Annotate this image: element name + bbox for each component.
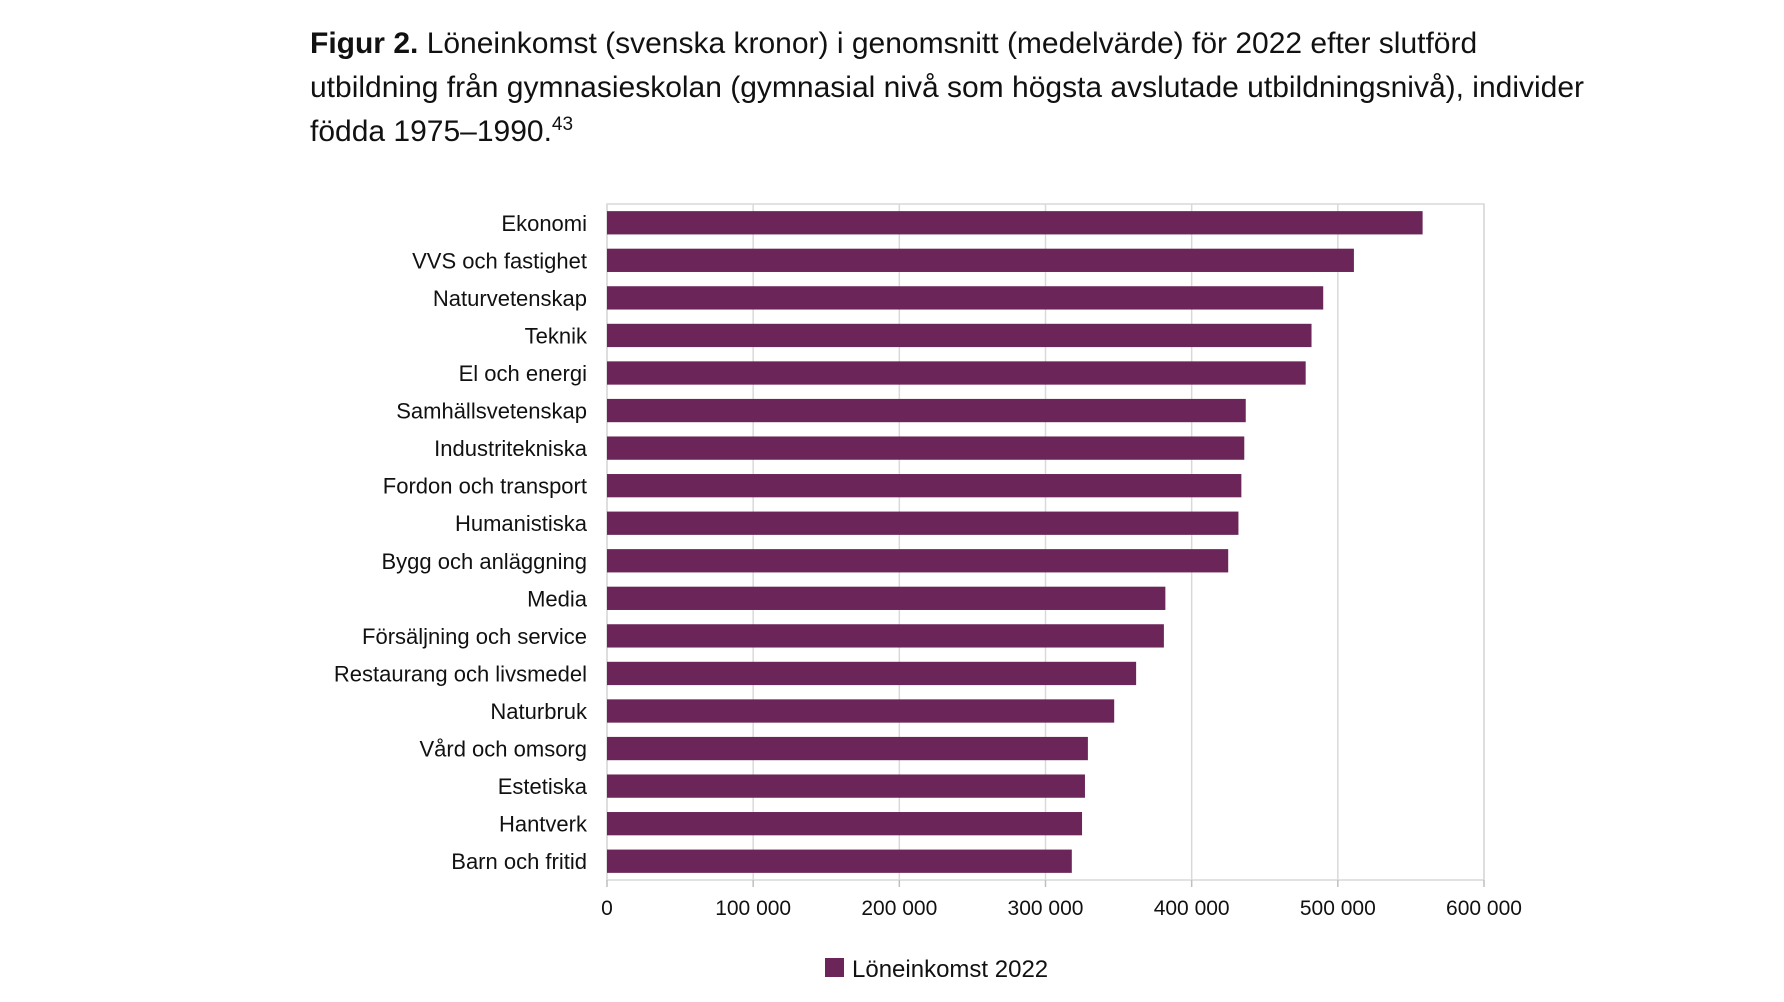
x-tick-label: 500 000	[1300, 897, 1376, 920]
figure-caption-text: Löneinkomst (svenska kronor) i genomsnit…	[310, 27, 1585, 148]
bar	[607, 849, 1072, 873]
bar	[607, 699, 1115, 723]
legend-label: Löneinkomst 2022	[852, 956, 1048, 983]
category-label: Estetiska	[498, 774, 588, 799]
category-label: Hantverk	[499, 812, 588, 837]
figure-caption: Figur 2. Löneinkomst (svenska kronor) i …	[310, 22, 1590, 154]
bar	[607, 812, 1083, 836]
category-label: Vård och omsorg	[419, 737, 587, 762]
footnote-reference: 43	[551, 114, 574, 135]
bar	[607, 586, 1166, 610]
x-tick-label: 400 000	[1154, 897, 1230, 920]
bar	[607, 211, 1423, 235]
x-tick-label: 100 000	[715, 897, 791, 920]
category-label: Naturvetenskap	[433, 286, 587, 311]
x-tick-label: 300 000	[1008, 897, 1084, 920]
category-label: VVS och fastighet	[412, 248, 587, 273]
category-label: Industritekniska	[434, 436, 588, 461]
category-label: Teknik	[525, 323, 588, 348]
bar	[607, 774, 1085, 798]
category-label: Bygg och anläggning	[382, 549, 588, 574]
legend-swatch	[825, 958, 844, 977]
x-tick-label: 0	[601, 897, 613, 920]
x-tick-label: 200 000	[861, 897, 937, 920]
category-label: Ekonomi	[501, 211, 587, 236]
bar	[607, 361, 1306, 385]
category-label: Media	[527, 586, 588, 611]
bar	[607, 624, 1164, 648]
bar	[607, 248, 1354, 272]
x-tick-label: 600 000	[1446, 897, 1522, 920]
figure-label: Figur 2.	[310, 27, 419, 60]
category-label: Naturbruk	[490, 699, 588, 724]
x-axis-tick-labels: 0 100 000 200 000 300 000 400 000 500 000 600 …	[601, 880, 1522, 920]
category-label: Samhällsvetenskap	[396, 399, 587, 424]
bar	[607, 549, 1229, 573]
category-label: Fordon och transport	[383, 474, 587, 499]
bar	[607, 474, 1242, 498]
category-label: Humanistiska	[455, 511, 588, 536]
chart-legend: Löneinkomst 2022	[825, 956, 1048, 983]
bar	[607, 661, 1137, 686]
bar	[607, 511, 1239, 535]
bar	[607, 736, 1088, 761]
category-labels: Ekonomi VVS och fastighet Naturvetenskap Te…	[334, 211, 588, 874]
bar	[607, 436, 1245, 460]
bar	[607, 323, 1312, 348]
category-label: Barn och fritid	[451, 849, 587, 874]
category-label: Försäljning och service	[362, 624, 587, 649]
bar	[607, 286, 1324, 310]
category-label: Restaurang och livsmedel	[334, 661, 587, 686]
chart-bars	[607, 211, 1423, 873]
bar	[607, 398, 1246, 423]
category-label: El och energi	[459, 361, 587, 386]
